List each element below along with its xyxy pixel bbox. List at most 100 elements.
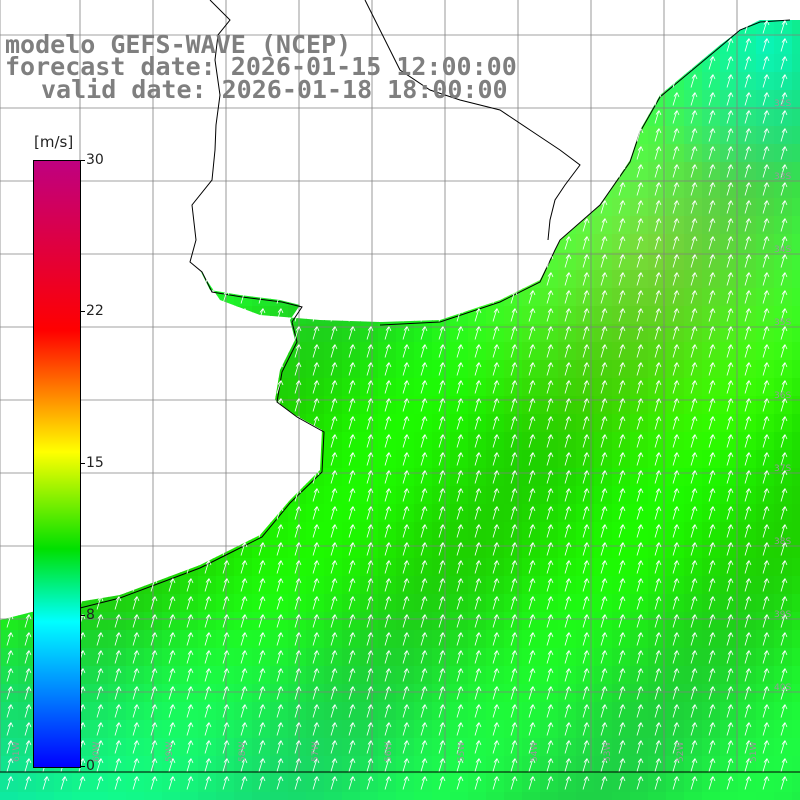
wind-arrow bbox=[654, 614, 662, 628]
wind-arrow bbox=[690, 326, 698, 340]
wind-arrow bbox=[402, 506, 410, 520]
wind-arrow bbox=[672, 506, 680, 520]
wind-arrow bbox=[150, 290, 158, 304]
wind-speed-cell bbox=[558, 270, 577, 289]
wind-arrow bbox=[708, 218, 716, 232]
wind-speed-cell bbox=[576, 162, 595, 181]
wind-arrow bbox=[582, 560, 590, 574]
wind-speed-cell bbox=[396, 756, 415, 775]
wind-speed-cell bbox=[594, 126, 613, 145]
wind-speed-cell bbox=[90, 360, 109, 379]
wind-arrow bbox=[474, 326, 482, 340]
wind-arrow bbox=[6, 254, 14, 268]
wind-speed-cell bbox=[756, 720, 775, 739]
wind-arrow bbox=[726, 650, 734, 664]
wind-arrow bbox=[240, 542, 248, 556]
wind-speed-cell bbox=[792, 36, 800, 55]
wind-arrow bbox=[402, 524, 410, 538]
wind-arrow bbox=[582, 254, 590, 268]
wind-speed-cell bbox=[342, 216, 361, 235]
wind-speed-cell bbox=[288, 594, 307, 613]
wind-speed-cell bbox=[792, 108, 800, 127]
wind-arrow bbox=[312, 668, 320, 682]
wind-speed-cell bbox=[522, 792, 541, 800]
wind-speed-cell bbox=[486, 180, 505, 199]
wind-speed-cell bbox=[666, 20, 685, 37]
wind-arrow bbox=[114, 128, 122, 142]
wind-speed-cell bbox=[270, 108, 289, 127]
colorbar-tick-label: 30 bbox=[86, 152, 104, 168]
wind-arrow bbox=[582, 128, 590, 142]
wind-speed-cell bbox=[522, 702, 541, 721]
wind-arrow bbox=[24, 632, 32, 646]
wind-arrow bbox=[168, 254, 176, 268]
wind-speed-cell bbox=[378, 0, 397, 19]
wind-speed-cell bbox=[396, 126, 415, 145]
wind-arrow bbox=[330, 398, 338, 412]
wind-speed-cell bbox=[504, 342, 523, 361]
wind-arrow bbox=[528, 470, 536, 484]
wind-arrow bbox=[402, 110, 410, 124]
wind-arrow bbox=[132, 470, 140, 484]
wind-speed-cell bbox=[540, 684, 559, 703]
wind-arrow bbox=[402, 686, 410, 700]
wind-arrow bbox=[132, 632, 140, 646]
wind-arrow bbox=[744, 182, 752, 196]
wind-speed-cell bbox=[540, 288, 559, 307]
wind-speed-cell bbox=[486, 594, 505, 613]
wind-speed-cell bbox=[306, 234, 325, 253]
wind-speed-cell bbox=[90, 108, 109, 127]
wind-speed-cell bbox=[306, 0, 325, 19]
wind-speed-cell bbox=[684, 432, 703, 451]
wind-arrow bbox=[6, 434, 14, 448]
wind-speed-cell bbox=[540, 486, 559, 505]
wind-arrow bbox=[258, 434, 266, 448]
wind-speed-cell bbox=[288, 306, 307, 325]
longitude-label: 61W bbox=[12, 741, 22, 762]
wind-arrow bbox=[457, 3, 463, 16]
wind-arrow bbox=[618, 470, 626, 484]
wind-speed-cell bbox=[288, 378, 307, 397]
wind-speed-cell bbox=[522, 648, 541, 667]
wind-speed-cell bbox=[468, 468, 487, 487]
wind-speed-cell bbox=[234, 594, 253, 613]
wind-arrow bbox=[546, 758, 554, 772]
wind-arrow bbox=[276, 200, 284, 214]
longitude-label: 60W bbox=[92, 741, 102, 762]
wind-arrow bbox=[708, 596, 716, 610]
wind-speed-cell bbox=[774, 756, 793, 775]
wind-speed-cell bbox=[432, 738, 451, 757]
wind-speed-cell bbox=[666, 198, 685, 217]
wind-arrow bbox=[762, 524, 770, 538]
wind-speed-cell bbox=[90, 792, 109, 800]
wind-arrow bbox=[690, 434, 698, 448]
wind-speed-cell bbox=[54, 108, 73, 127]
wind-speed-cell bbox=[630, 558, 649, 577]
wind-arrow bbox=[276, 344, 284, 358]
wind-arrow bbox=[583, 3, 589, 16]
wind-speed-cell bbox=[54, 0, 73, 19]
wind-speed-cell bbox=[18, 666, 37, 685]
wind-arrow bbox=[168, 200, 176, 214]
wind-arrow bbox=[114, 650, 122, 664]
wind-arrow bbox=[654, 164, 662, 178]
wind-speed-cell bbox=[486, 666, 505, 685]
wind-speed-cell bbox=[234, 720, 253, 739]
wind-speed-cell bbox=[756, 162, 775, 181]
wind-speed-cell bbox=[756, 504, 775, 523]
wind-arrow bbox=[150, 668, 158, 682]
wind-speed-cell bbox=[576, 738, 595, 757]
wind-arrow bbox=[762, 290, 770, 304]
wind-speed-cell bbox=[792, 720, 800, 739]
wind-speed-cell bbox=[684, 576, 703, 595]
wind-arrow bbox=[294, 668, 302, 682]
wind-speed-cell bbox=[648, 450, 667, 469]
wind-speed-cell bbox=[252, 342, 271, 361]
wind-speed-cell bbox=[648, 288, 667, 307]
wind-arrow bbox=[708, 560, 716, 574]
wind-arrow bbox=[384, 110, 392, 124]
wind-speed-cell bbox=[738, 288, 757, 307]
wind-speed-cell bbox=[666, 720, 685, 739]
wind-arrow bbox=[330, 164, 338, 178]
wind-arrow bbox=[438, 614, 446, 628]
